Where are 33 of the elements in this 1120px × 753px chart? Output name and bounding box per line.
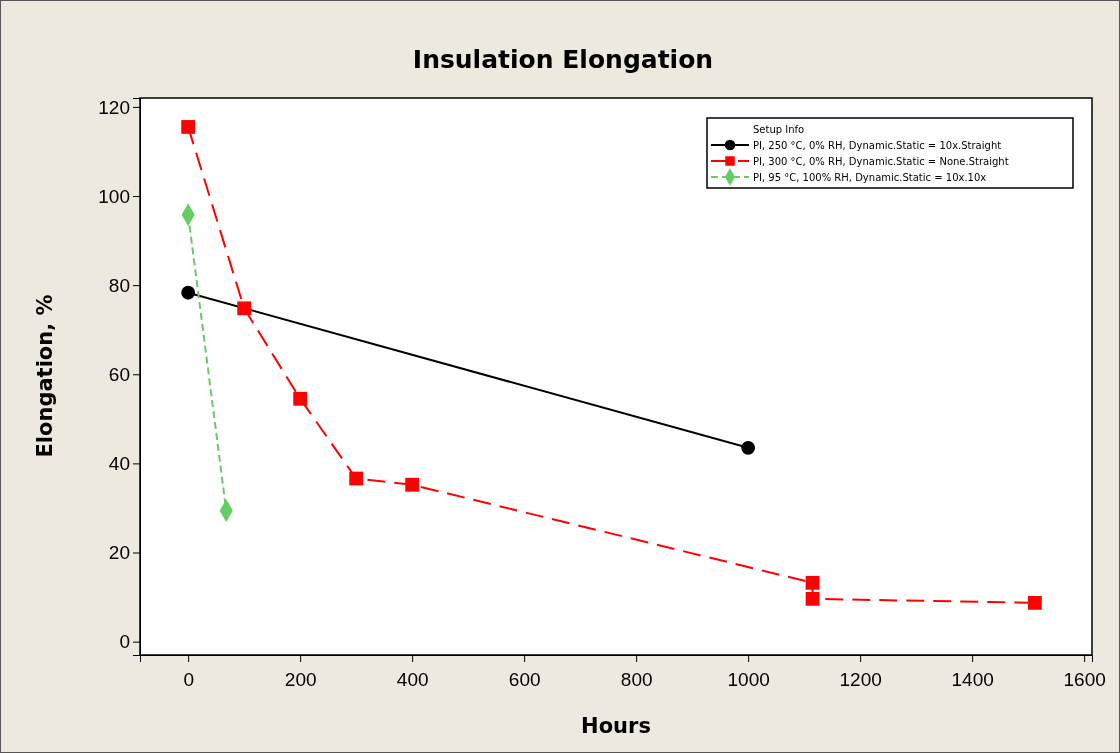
point [805,575,820,590]
point [181,285,196,300]
y-tick-label: 100 [98,185,130,207]
x-tick-label: 1400 [951,668,994,690]
x-tick-label: 800 [620,668,653,690]
y-axis-title: Elongation, % [33,294,57,458]
y-tick-label: 80 [108,274,130,296]
y-tick-label: 40 [108,452,130,474]
y-tick-label: 20 [108,542,130,564]
x-tick-label: 1000 [727,668,770,690]
legend-label: PI, 300 °C, 0% RH, Dynamic.Static = None.Straight [753,156,1009,167]
legend-label: PI, 250 °C, 0% RH, Dynamic.Static = 10x.Straight [753,140,1002,151]
x-tick-label: 200 [284,668,317,690]
legend-title: Setup Info [753,124,805,135]
point [237,301,252,316]
point [1027,595,1042,610]
point [741,440,756,455]
point [181,120,196,134]
legend-label: PI, 95 °C, 100% RH, Dynamic.Static = 10x.10x [753,172,987,183]
point [405,477,420,492]
point [805,591,820,606]
x-axis-title: Hours [581,714,651,738]
x-tick-label: 600 [508,668,541,690]
x-tick-label: 400 [396,668,429,690]
chart-title: Insulation Elongation [412,45,714,74]
y-tick-label: 0 [119,631,130,653]
x-tick-label: 1600 [1063,668,1106,690]
point [293,391,308,406]
y-tick-label: 120 [98,96,130,118]
x-tick-label: 1200 [839,668,882,690]
y-tick-label: 60 [108,363,130,385]
x-tick-label: 0 [183,668,194,690]
point [349,471,364,486]
